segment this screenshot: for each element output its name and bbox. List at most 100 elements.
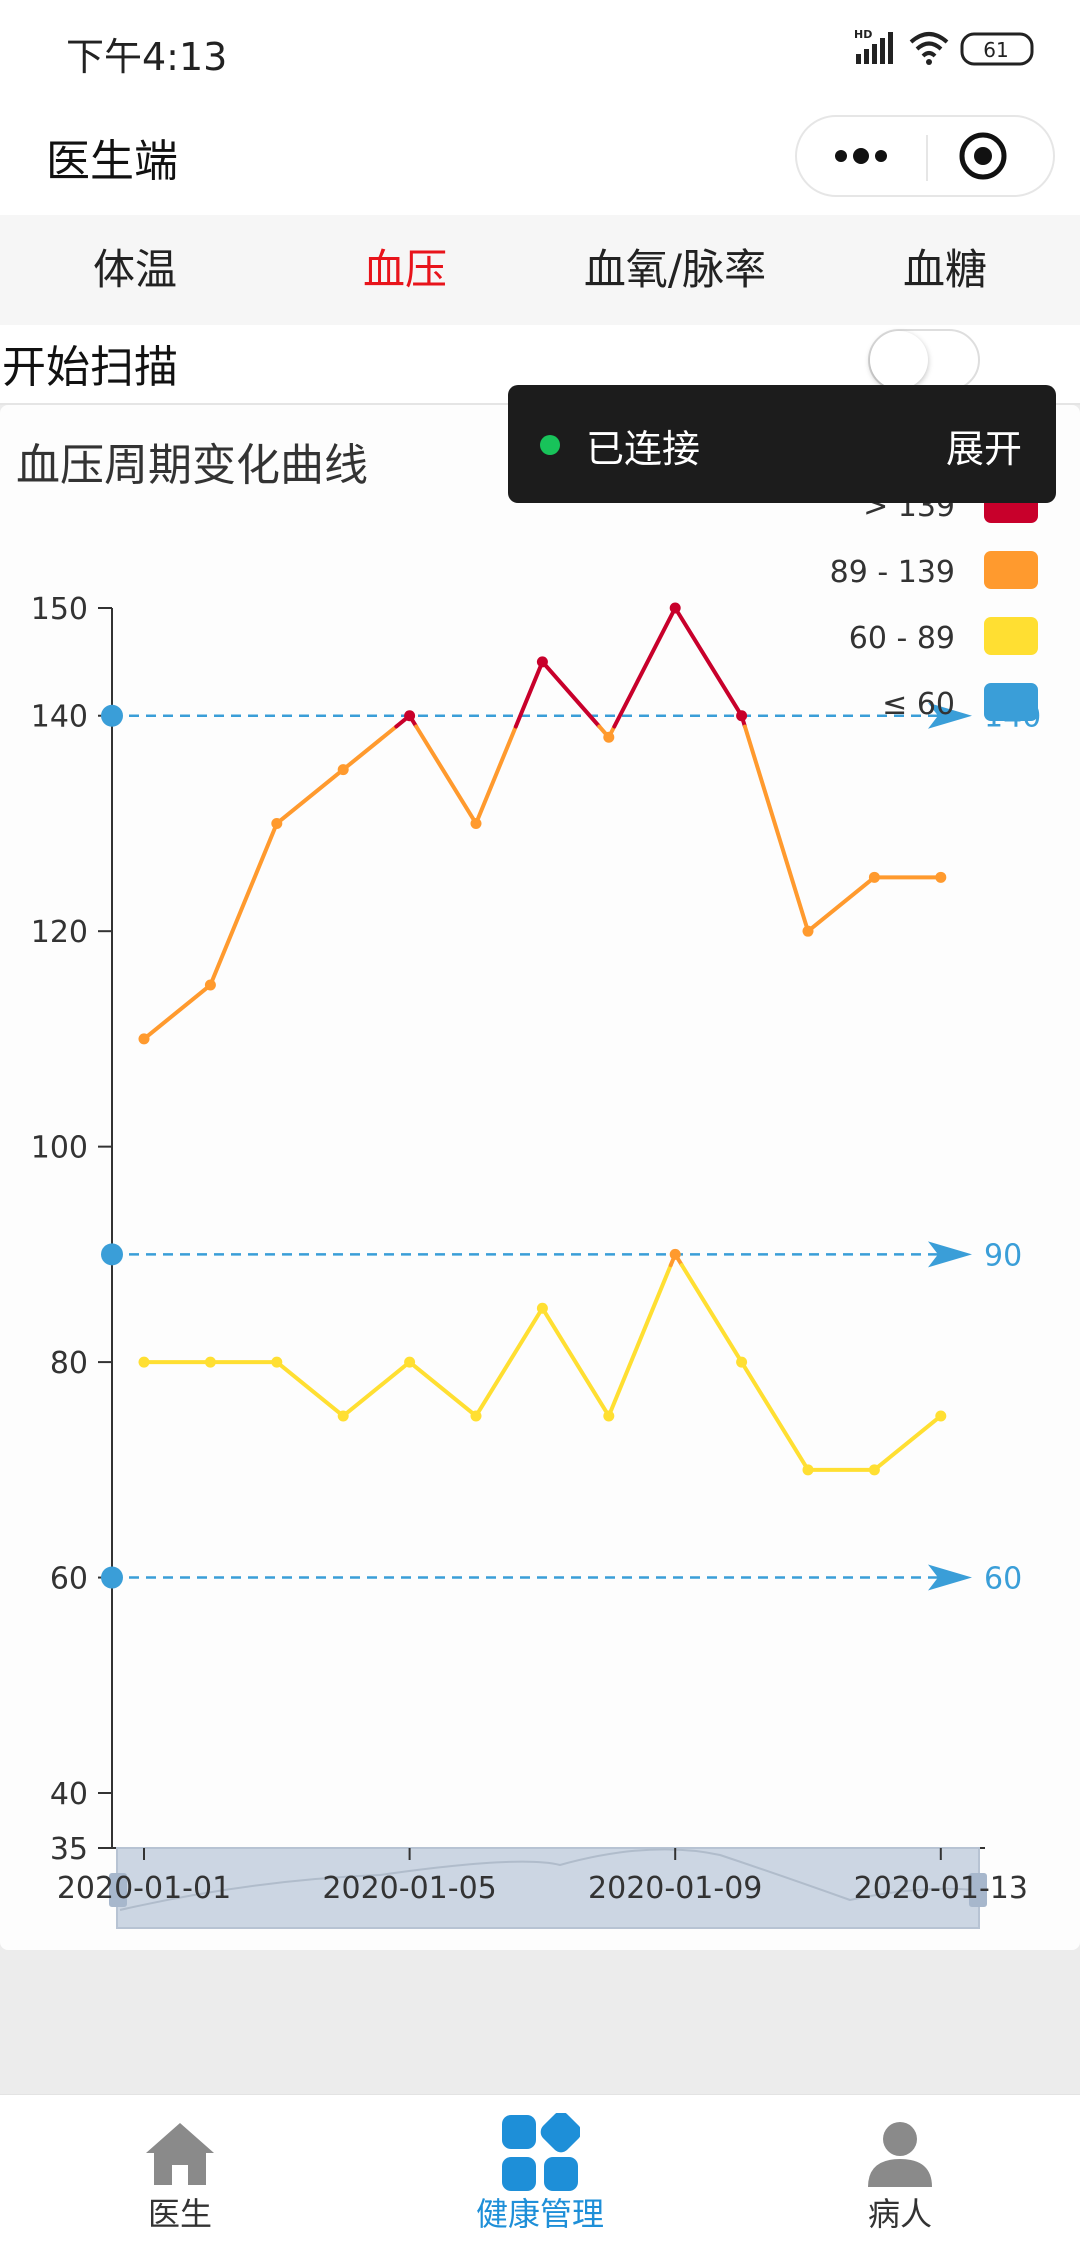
- legend-label: 89 - 139: [830, 555, 955, 590]
- navigation-bar: 医生端: [0, 95, 1080, 215]
- miniprogram-capsule: [795, 115, 1055, 197]
- series-line-segment: [474, 724, 518, 826]
- data-point: [271, 1356, 283, 1368]
- bottom-tabbar: 医生 健康管理 病人: [0, 2094, 1080, 2245]
- mark-line-label: 60: [984, 1562, 1022, 1597]
- y-tick-label: 120: [31, 915, 88, 950]
- series-line-segment: [208, 821, 279, 988]
- data-point: [736, 1356, 748, 1368]
- series-line-segment: [341, 1360, 412, 1418]
- series-line-segment: [540, 659, 602, 729]
- data-point: [138, 1356, 150, 1368]
- data-zoom-slider: [116, 1847, 980, 1929]
- data-point: [470, 1410, 482, 1422]
- target-icon: [959, 132, 1007, 180]
- y-tick-label: 35: [50, 1832, 88, 1867]
- status-bar: 下午4:13 HD 61: [0, 0, 1080, 95]
- data-point: [337, 764, 349, 776]
- toggle-knob: [870, 331, 928, 389]
- expand-button[interactable]: 展开: [945, 427, 1022, 471]
- series-0: [138, 602, 947, 1045]
- person-icon: [868, 2122, 932, 2187]
- mark-line-label: 90: [984, 1238, 1022, 1273]
- mark-line-arrow: [928, 1564, 972, 1591]
- y-tick-label: 100: [31, 1131, 88, 1166]
- mark-line-arrow: [928, 1241, 972, 1268]
- mark-line-start: [101, 704, 123, 727]
- tabbar-item-doctor[interactable]: 医生: [0, 2095, 360, 2245]
- connection-status: 已连接: [586, 427, 701, 471]
- x-tick-label: 2020-01-01: [57, 1871, 231, 1906]
- tabbar-item-health[interactable]: 健康管理: [360, 2095, 720, 2245]
- series-line-segment: [742, 724, 810, 934]
- status-time: 下午4:13: [66, 35, 228, 79]
- series-line-segment: [612, 606, 678, 729]
- series-line-segment: [806, 875, 877, 934]
- data-point: [868, 1464, 880, 1476]
- data-point: [404, 710, 416, 722]
- tabbar-label: 健康管理: [475, 2195, 604, 2233]
- battery-icon: 61: [960, 32, 1034, 66]
- x-tick-label: 2020-01-05: [322, 1871, 496, 1906]
- bp-chart: 血压周期变化曲线 354060801001201401501409060 > 1…: [16, 440, 1041, 1929]
- data-point: [802, 925, 814, 937]
- series-line-segment: [341, 724, 399, 772]
- x-tick-label: 2020-01-09: [588, 1871, 762, 1906]
- data-point: [536, 1302, 548, 1314]
- data-point: [271, 817, 283, 829]
- mark-line-start: [101, 1243, 123, 1266]
- wifi-icon: [909, 32, 949, 65]
- legend-swatch: [984, 551, 1038, 589]
- svg-text:61: 61: [983, 38, 1008, 62]
- chart-card: 血压周期变化曲线 354060801001201401501409060 > 1…: [0, 405, 1080, 1950]
- series-line-segment: [474, 1306, 545, 1418]
- data-zoom-handle-left: [109, 1873, 127, 1907]
- tab-blood-pressure[interactable]: 血压: [362, 245, 447, 294]
- data-point: [603, 1410, 615, 1422]
- tab-temperature[interactable]: 体温: [92, 245, 177, 294]
- series-line-segment: [739, 1360, 810, 1472]
- data-point: [868, 871, 880, 883]
- y-tick-label: 150: [31, 592, 88, 627]
- mark-line-arrow: [928, 702, 972, 729]
- measurement-tabs: 体温 血压 血氧/脉率 血糖: [0, 215, 1080, 325]
- connection-toast: 已连接 展开: [508, 385, 1056, 503]
- home-icon: [146, 2123, 214, 2185]
- tabbar-label: 医生: [147, 2195, 212, 2233]
- series-line-segment: [274, 1360, 346, 1418]
- tab-blood-oxygen[interactable]: 血氧/脉率: [583, 245, 767, 294]
- close-miniprogram-button[interactable]: [927, 117, 1055, 195]
- data-point: [470, 817, 482, 829]
- data-point: [669, 1248, 681, 1260]
- scan-toggle[interactable]: [868, 329, 980, 391]
- series-line-segment: [872, 1413, 943, 1472]
- legend-label: ≤ 60: [882, 687, 955, 722]
- y-tick-label: 40: [50, 1777, 88, 1812]
- legend-swatch: [984, 683, 1038, 721]
- grid-icon: [502, 2113, 580, 2191]
- data-point: [337, 1410, 349, 1422]
- data-point: [204, 1356, 216, 1368]
- series-line-segment: [673, 606, 744, 718]
- data-point: [603, 731, 615, 743]
- series-line-segment: [407, 1360, 478, 1418]
- more-button[interactable]: [797, 117, 925, 195]
- series-line-segment: [540, 1306, 611, 1418]
- y-tick-label: 60: [50, 1562, 88, 1597]
- legend-swatch: [984, 617, 1038, 655]
- y-tick-label: 80: [50, 1346, 88, 1381]
- data-point: [736, 710, 748, 722]
- signal-icon: HD: [854, 28, 893, 64]
- data-point: [536, 656, 548, 668]
- page-title: 医生端: [46, 136, 178, 187]
- tabbar-item-patient[interactable]: 病人: [720, 2095, 1080, 2245]
- data-point: [802, 1464, 814, 1476]
- legend-label: 60 - 89: [849, 621, 955, 656]
- data-point: [138, 1033, 150, 1045]
- scan-label: 开始扫描: [2, 342, 178, 393]
- series-line-segment: [513, 659, 545, 729]
- data-zoom-shadow: [119, 1848, 976, 1911]
- series-line-segment: [679, 1263, 744, 1365]
- series-line-segment: [606, 1263, 673, 1418]
- tab-blood-sugar[interactable]: 血糖: [902, 245, 987, 294]
